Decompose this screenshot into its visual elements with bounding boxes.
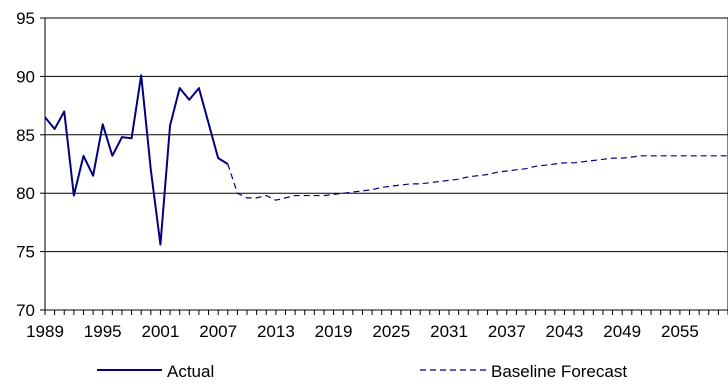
series-line-actual (44, 74, 229, 246)
legend-label-baseline-forecast: Baseline Forecast (491, 362, 627, 381)
plot-area-frame (44, 17, 728, 311)
y-tick-label: 90 (16, 67, 35, 86)
y-tick-label: 70 (16, 301, 35, 320)
y-axis: 70 75 80 85 90 95 (16, 9, 45, 320)
y-tick-label: 95 (16, 9, 35, 28)
x-tick-label: 2019 (315, 322, 353, 341)
x-tick-label: 1995 (84, 322, 122, 341)
x-tick-label: 2055 (661, 322, 699, 341)
y-tick-label: 75 (16, 243, 35, 262)
legend-label-actual: Actual (167, 362, 214, 381)
y-tick-label: 85 (16, 126, 35, 145)
y-tick-label: 80 (16, 184, 35, 203)
x-tick-label: 2007 (199, 322, 237, 341)
x-axis: 1989 1995 2001 2007 2013 2019 2025 2031 2037 2043… (26, 310, 728, 341)
gridlines (45, 75, 728, 253)
series-lines (44, 74, 728, 246)
x-tick-label: 2043 (546, 322, 584, 341)
x-tick-label: 2025 (372, 322, 410, 341)
x-tick-label: 2013 (257, 322, 295, 341)
x-tick-label: 2031 (430, 322, 468, 341)
legend: Actual Baseline Forecast (97, 362, 627, 381)
x-tick-label: 2037 (488, 322, 526, 341)
x-tick-label: 2049 (603, 322, 641, 341)
x-tick-label: 1989 (26, 322, 64, 341)
series-line-baseline-forecast (227, 155, 728, 201)
x-tick-label: 2001 (142, 322, 180, 341)
